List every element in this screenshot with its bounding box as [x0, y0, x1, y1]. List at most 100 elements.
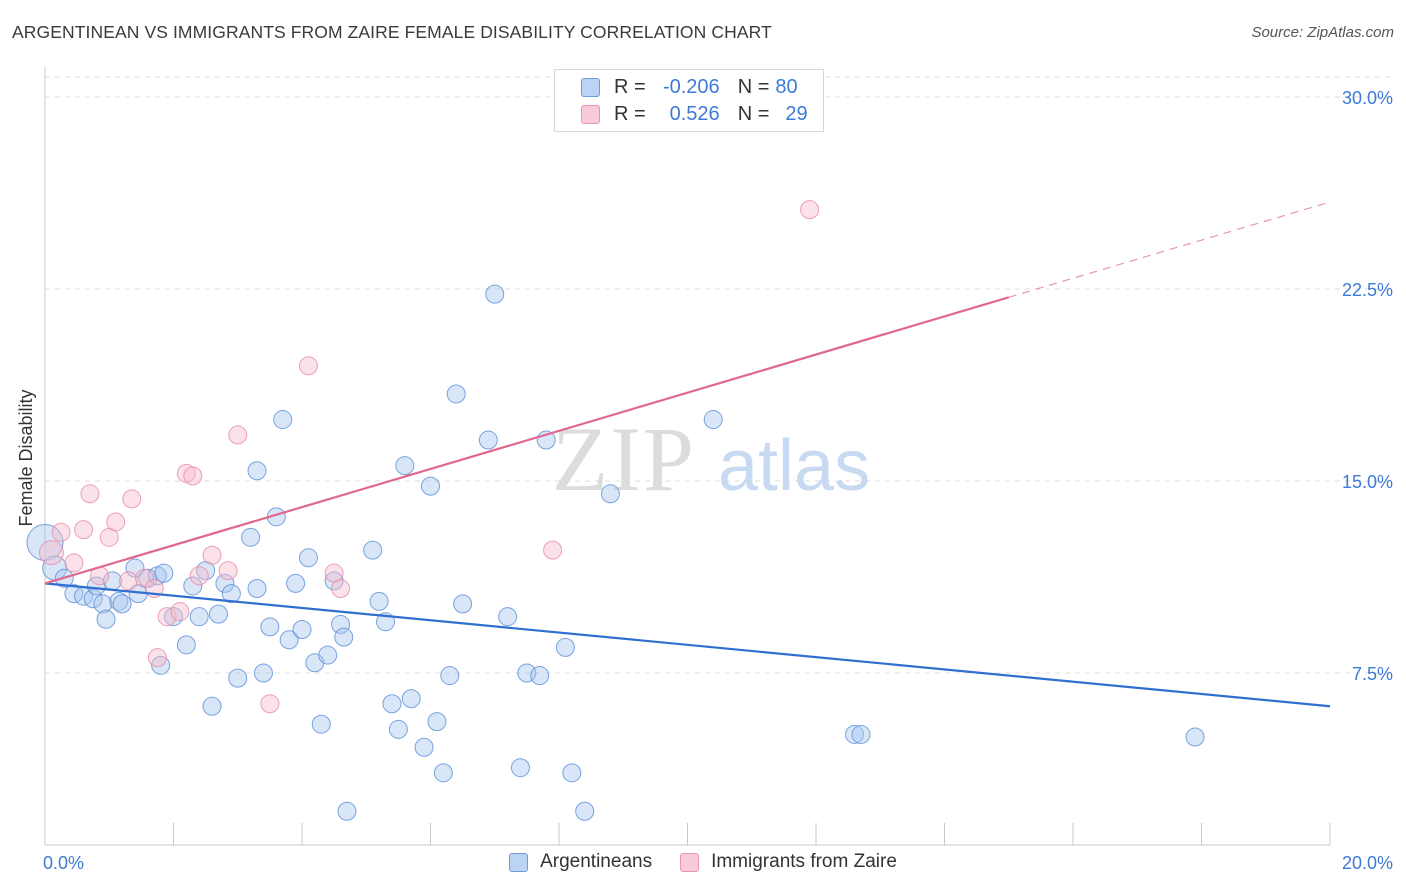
data-points — [26, 200, 1205, 821]
watermark-atlas: atlas — [718, 426, 870, 506]
blue-point — [96, 609, 116, 629]
pink-point — [218, 561, 238, 581]
blue-point — [241, 527, 261, 547]
legend-item-zaire: Immigrants from Zaire — [680, 851, 897, 873]
blue-point — [221, 584, 241, 604]
correlation-legend: R = -0.206 N = 80 R = 0.526 N = 29 — [554, 69, 824, 132]
blue-point — [318, 645, 338, 665]
pink-point — [106, 512, 126, 532]
blue-point — [260, 617, 280, 637]
blue-point — [208, 604, 228, 624]
pink-point — [157, 607, 177, 627]
n-value: 29 — [785, 102, 808, 125]
legend-swatch-pink — [680, 852, 700, 872]
blue-point — [202, 696, 222, 716]
y-tick-label: 7.5% — [1352, 664, 1393, 684]
blue-point — [562, 763, 582, 783]
pink-point — [800, 200, 820, 220]
blue-point — [851, 724, 871, 744]
blue-point — [334, 627, 354, 647]
blue-trend-line — [44, 582, 1331, 708]
blue-point — [176, 635, 196, 655]
blue-point — [311, 714, 331, 734]
blue-point — [253, 663, 273, 683]
legend-row-argentineans: R = -0.206 N = 80 — [581, 74, 798, 100]
blue-point — [247, 461, 267, 481]
legend-row-zaire: R = 0.526 N = 29 — [581, 101, 808, 127]
blue-point — [440, 666, 460, 686]
pink-point — [135, 568, 155, 588]
blue-point — [555, 637, 575, 657]
blue-point — [331, 614, 351, 634]
blue-point — [298, 548, 318, 568]
blue-point — [388, 719, 408, 739]
pink-point — [183, 466, 203, 486]
pink-point — [64, 553, 84, 573]
legend-swatch-pink — [581, 104, 600, 124]
pink-point — [228, 425, 248, 445]
blue-point — [286, 573, 306, 593]
blue-point — [83, 589, 103, 609]
pink-point — [122, 489, 142, 509]
blue-point — [247, 579, 267, 599]
pink-point — [80, 484, 100, 504]
pink-point — [119, 571, 139, 591]
y-tick-label: 30.0% — [1342, 88, 1393, 108]
pink-point — [543, 540, 563, 560]
blue-point — [446, 384, 466, 404]
blue-point — [93, 594, 113, 614]
r-label: R = — [614, 102, 646, 125]
r-label: R = — [614, 75, 646, 98]
blue-point — [279, 630, 299, 650]
blue-point — [600, 484, 620, 504]
pink-point — [189, 566, 209, 586]
blue-point — [401, 689, 421, 709]
pink-point — [74, 520, 94, 540]
blue-point — [510, 758, 530, 778]
blue-point — [433, 763, 453, 783]
blue-point — [395, 456, 415, 476]
x-tick-label: 20.0% — [1342, 853, 1393, 873]
pink-point — [147, 648, 167, 668]
chart-title: ARGENTINEAN VS IMMIGRANTS FROM ZAIRE FEM… — [12, 22, 772, 42]
blue-point — [183, 576, 203, 596]
pink-point — [202, 545, 222, 565]
blue-point — [154, 563, 174, 583]
blue-point — [292, 619, 312, 639]
pink-point — [51, 522, 71, 542]
tick-labels: 7.5% 15.0% 22.5% 30.0% 0.0% 20.0% — [43, 88, 1393, 873]
r-value: 0.526 — [669, 102, 720, 125]
pink-point — [298, 356, 318, 376]
blue-point — [498, 607, 518, 627]
blue-point — [703, 410, 723, 430]
watermark-zip: ZIP — [552, 408, 696, 510]
trend-lines — [44, 201, 1331, 708]
x-tick-label: 0.0% — [43, 853, 84, 873]
blue-point — [215, 573, 235, 593]
pink-point — [38, 540, 64, 566]
blue-point — [189, 607, 209, 627]
pink-trend-line — [44, 296, 1010, 585]
blue-point — [453, 594, 473, 614]
legend-swatch-blue — [581, 77, 600, 97]
blue-point — [414, 737, 434, 757]
legend-item-argentineans: Argentineans — [509, 851, 652, 873]
axes — [44, 67, 1331, 846]
pink-point — [260, 694, 280, 714]
blue-point — [485, 284, 505, 304]
legend-label: Immigrants from Zaire — [711, 851, 897, 872]
n-label: N = — [737, 102, 770, 125]
pink-trend-extension — [1008, 201, 1331, 298]
legend-swatch-blue — [509, 852, 529, 872]
pink-point — [170, 602, 190, 622]
legend-label: Argentineans — [540, 851, 653, 872]
series-legend: Argentineans Immigrants from Zaire — [0, 851, 1406, 873]
blue-point — [1185, 727, 1205, 747]
blue-point — [575, 801, 595, 821]
blue-point — [109, 591, 129, 611]
blue-point — [427, 712, 447, 732]
r-value: -0.206 — [662, 75, 720, 98]
blue-point — [845, 724, 865, 744]
blue-point — [382, 694, 402, 714]
blue-point — [421, 476, 440, 496]
